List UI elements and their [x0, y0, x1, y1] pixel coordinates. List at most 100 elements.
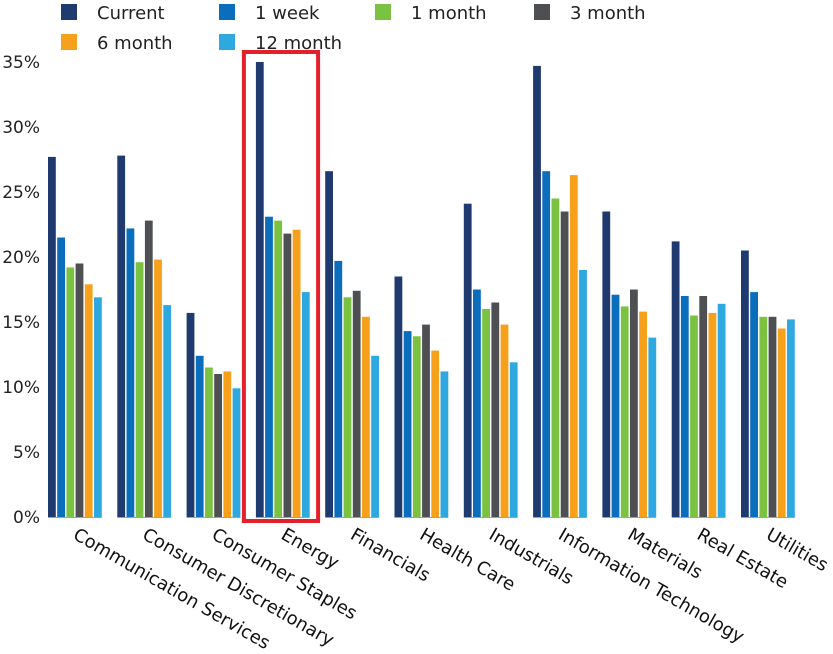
bar-group-energy	[255, 62, 310, 517]
bar-1-week-real-estate	[680, 296, 689, 517]
bar-1-month-health-care	[412, 336, 421, 517]
bar-3-month-communication-services	[75, 263, 84, 517]
bar-1-week-consumer-discretionary	[126, 228, 135, 517]
bar-1-week-consumer-staples	[195, 355, 204, 517]
bar-1-week-health-care	[403, 331, 412, 517]
bars-group	[48, 62, 795, 518]
bar-group-consumer-discretionary	[117, 155, 172, 517]
bar-current-real-estate	[671, 241, 680, 517]
bar-3-month-consumer-discretionary	[144, 220, 153, 517]
bar-group-consumer-staples	[186, 312, 241, 517]
bar-current-utilities	[741, 250, 749, 517]
bar-6-month-industrials	[500, 324, 509, 517]
bar-3-month-real-estate	[699, 296, 708, 517]
bar-1-week-materials	[611, 294, 620, 517]
bar-1-week-energy	[265, 216, 273, 517]
y-tick-label: 20%	[2, 248, 40, 268]
bar-current-energy	[255, 62, 264, 517]
legend-item-12-month: 12 month	[219, 33, 342, 54]
legend-swatch	[219, 34, 235, 50]
bar-12-month-consumer-staples	[232, 388, 241, 517]
bar-3-month-consumer-staples	[214, 374, 222, 517]
legend-label: 1 week	[255, 3, 320, 24]
bar-6-month-energy	[292, 229, 301, 517]
bar-current-materials	[602, 211, 611, 517]
bar-group-health-care	[394, 276, 449, 517]
bar-12-month-consumer-discretionary	[163, 305, 172, 517]
bar-3-month-energy	[283, 233, 292, 517]
chart-legend: Current 1 week 1 month 3 month 6 month 12 mon…	[61, 3, 646, 54]
bar-6-month-consumer-staples	[223, 371, 232, 517]
bar-3-month-industrials	[491, 302, 500, 517]
bar-1-month-consumer-staples	[205, 367, 213, 517]
legend-item-3-month: 3 month	[534, 3, 646, 24]
bar-group-utilities	[741, 250, 795, 517]
highlight-box	[241, 50, 321, 523]
bar-1-week-financials	[334, 260, 343, 517]
bar-1-month-utilities	[759, 316, 768, 517]
bar-3-month-information-technology	[560, 211, 569, 517]
bar-6-month-health-care	[431, 350, 440, 517]
bar-1-month-industrials	[482, 309, 490, 517]
bar-group-industrials	[463, 203, 518, 517]
bar-3-month-financials	[352, 290, 361, 517]
bar-1-month-real-estate	[690, 315, 698, 517]
bar-6-month-financials	[362, 316, 370, 517]
bar-1-month-materials	[620, 306, 629, 517]
bar-6-month-information-technology	[569, 175, 578, 517]
bar-1-week-information-technology	[542, 171, 551, 517]
legend-swatch	[534, 4, 550, 20]
bar-6-month-real-estate	[708, 312, 717, 517]
bar-3-month-utilities	[768, 316, 777, 517]
bar-6-month-consumer-discretionary	[154, 259, 162, 517]
bar-12-month-financials	[371, 355, 379, 517]
bar-1-month-consumer-discretionary	[135, 262, 144, 517]
y-tick-label: 10%	[2, 378, 40, 398]
legend-label: Current	[97, 3, 165, 24]
bar-current-communication-services	[48, 156, 56, 517]
bar-1-month-financials	[343, 297, 352, 517]
y-tick-label: 35%	[2, 53, 40, 73]
legend-swatch	[219, 4, 235, 20]
legend-item-6-month: 6 month	[61, 33, 173, 54]
bar-12-month-communication-services	[94, 297, 102, 517]
legend-label: 1 month	[411, 3, 487, 24]
y-tick-label: 25%	[2, 183, 40, 203]
bar-current-information-technology	[533, 65, 541, 518]
bar-1-month-information-technology	[551, 198, 560, 517]
legend-swatch	[375, 4, 391, 20]
legend-label: 6 month	[97, 33, 173, 54]
y-tick-label: 5%	[13, 443, 40, 463]
legend-item-current: Current	[61, 3, 165, 24]
bar-12-month-health-care	[440, 371, 449, 517]
bar-12-month-real-estate	[717, 303, 726, 517]
y-tick-label: 30%	[2, 118, 40, 138]
bar-current-industrials	[463, 203, 472, 517]
bar-current-consumer-discretionary	[117, 155, 126, 517]
bar-6-month-materials	[639, 311, 647, 517]
bar-current-financials	[325, 171, 333, 517]
bar-1-week-utilities	[750, 292, 758, 517]
legend-label: 3 month	[570, 3, 646, 24]
bar-6-month-communication-services	[84, 284, 93, 517]
bar-1-week-industrials	[473, 289, 481, 517]
bar-3-month-health-care	[422, 324, 430, 517]
legend-item-1-week: 1 week	[219, 3, 320, 24]
y-axis: 0% 5% 10% 15% 20% 25% 30% 35%	[2, 53, 40, 528]
bar-group-financials	[325, 171, 379, 517]
bar-current-consumer-staples	[186, 312, 195, 517]
highlight-group	[241, 50, 321, 523]
bar-1-month-communication-services	[66, 267, 75, 517]
bar-group-materials	[602, 211, 657, 517]
bar-12-month-industrials	[509, 362, 518, 517]
bar-12-month-utilities	[787, 319, 795, 517]
legend-swatch	[61, 4, 77, 20]
bar-12-month-information-technology	[579, 270, 587, 517]
legend-label: 12 month	[255, 33, 342, 54]
bar-group-real-estate	[671, 241, 726, 517]
bar-group-communication-services	[48, 156, 102, 517]
legend-item-1-month: 1 month	[375, 3, 487, 24]
bar-current-health-care	[394, 276, 403, 517]
